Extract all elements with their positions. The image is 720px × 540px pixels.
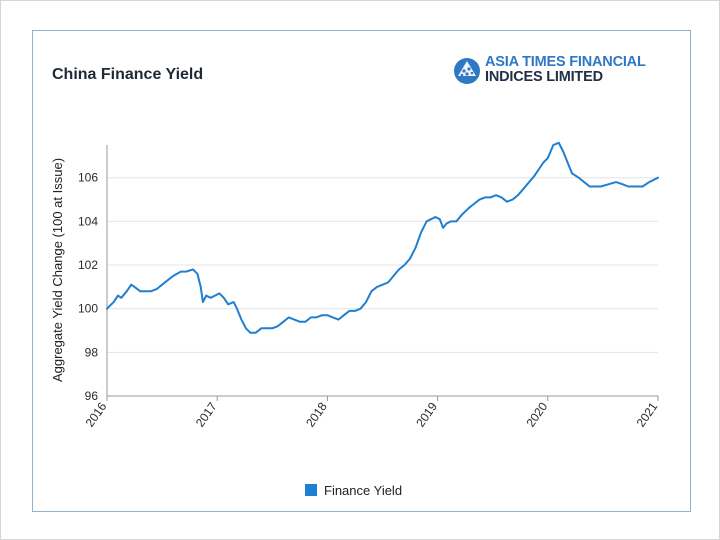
x-tick-label: 2017	[193, 399, 220, 429]
y-tick-label: 98	[85, 345, 99, 359]
grid-lines	[107, 177, 658, 397]
brand-logo: ASIA TIMES FINANCIAL INDICES LIMITED	[452, 55, 662, 89]
y-tick-label: 96	[85, 389, 99, 403]
x-tick-label: 2021	[634, 399, 661, 429]
y-axis: 96 98 100 102 104 106	[78, 171, 98, 403]
chart-card	[32, 30, 691, 512]
x-tick-label: 2019	[413, 399, 440, 429]
y-tick-label: 104	[78, 214, 98, 228]
chart-title: China Finance Yield	[52, 66, 204, 83]
x-tick-label: 2020	[523, 399, 550, 429]
y-tick-label: 102	[78, 258, 98, 272]
y-axis-title: Aggregate Yield Change (100 at Issue)	[50, 158, 65, 382]
x-tick-label: 2016	[83, 399, 110, 429]
brand-name-line2: INDICES LIMITED	[485, 69, 603, 85]
legend-swatch	[305, 484, 317, 496]
brand-globe-icon	[454, 58, 480, 84]
x-tick-label: 2018	[303, 399, 330, 429]
y-tick-label: 100	[78, 302, 98, 316]
brand-name-line1: ASIA TIMES FINANCIAL	[485, 54, 646, 70]
legend-label: Finance Yield	[324, 482, 403, 498]
series-line-finance-yield	[106, 141, 659, 334]
y-tick-label: 106	[78, 171, 98, 185]
series-layer	[106, 141, 659, 334]
legend: Finance Yield	[305, 482, 402, 498]
x-axis: 2016 2017 2018 2019 2020 2021	[83, 396, 661, 430]
